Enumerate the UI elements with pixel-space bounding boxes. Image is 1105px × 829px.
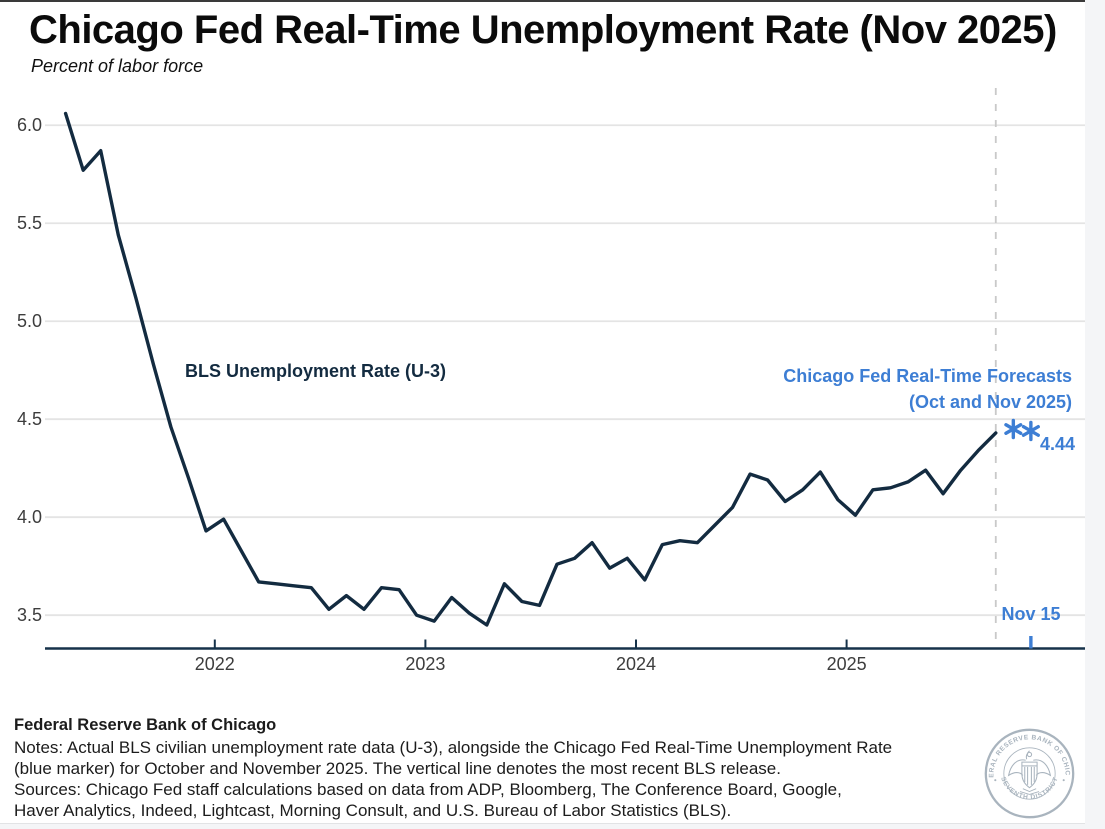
x-tick-label: 2025 — [826, 654, 867, 674]
seal-eagle-icon — [1007, 750, 1052, 795]
footer-notes-line: Notes: Actual BLS civilian unemployment … — [14, 738, 893, 757]
forecast-label-line2: (Oct and Nov 2025) — [908, 392, 1072, 412]
footer-org-name: Federal Reserve Bank of Chicago — [14, 716, 277, 734]
y-tick-label: 5.5 — [16, 213, 42, 234]
forecast-asterisk-markers — [1004, 418, 1040, 442]
page-subtitle: Percent of labor force — [31, 56, 204, 76]
page-title: Chicago Fed Real-Time Unemployment Rate … — [29, 8, 1057, 52]
asterisk-marker — [1004, 418, 1023, 440]
svg-text:SEVENTH DISTRICT: SEVENTH DISTRICT — [999, 776, 1060, 801]
forecast-label: Chicago Fed Real-Time Forecasts (Oct and… — [672, 363, 1072, 415]
vline-date-label: Nov 15 — [1001, 604, 1061, 624]
footer-notes: Federal Reserve Bank of Chicago Notes: A… — [14, 716, 989, 822]
x-tick-label: 2022 — [194, 654, 235, 674]
footer-sources-line: Haver Analytics, Indeed, Lightcast, Morn… — [14, 800, 732, 820]
series-label-bls: BLS Unemployment Rate (U-3) — [185, 361, 447, 381]
x-axis — [45, 636, 1085, 650]
bottom-gutter — [0, 823, 1085, 829]
asterisk-marker — [1021, 420, 1040, 442]
right-gutter — [1085, 0, 1105, 829]
y-tick-label: 4.5 — [16, 409, 42, 430]
footer-sources-line: Sources: Chicago Fed staff calculations … — [14, 779, 842, 799]
chicago-fed-seal-icon: FEDERAL RESERVE BANK OF CHICAGO SEVENTH … — [984, 728, 1075, 819]
x-tick-label: 2024 — [615, 654, 657, 674]
gridlines — [45, 124, 1085, 617]
y-tick-label: 6.0 — [16, 115, 42, 136]
y-tick-label: 4.0 — [16, 507, 42, 528]
bls-rate-line — [63, 111, 998, 627]
y-tick-label: 5.0 — [16, 311, 42, 332]
forecast-label-line1: Chicago Fed Real-Time Forecasts — [783, 366, 1072, 386]
x-tick-label: 2023 — [405, 654, 446, 674]
y-tick-label: 3.5 — [16, 605, 42, 626]
seal-bottom-text: SEVENTH DISTRICT — [999, 776, 1059, 801]
footer-notes-line: (blue marker) for October and November 2… — [14, 758, 781, 778]
forecast-value-label: 4.44 — [1040, 434, 1076, 454]
top-border — [0, 0, 1085, 2]
